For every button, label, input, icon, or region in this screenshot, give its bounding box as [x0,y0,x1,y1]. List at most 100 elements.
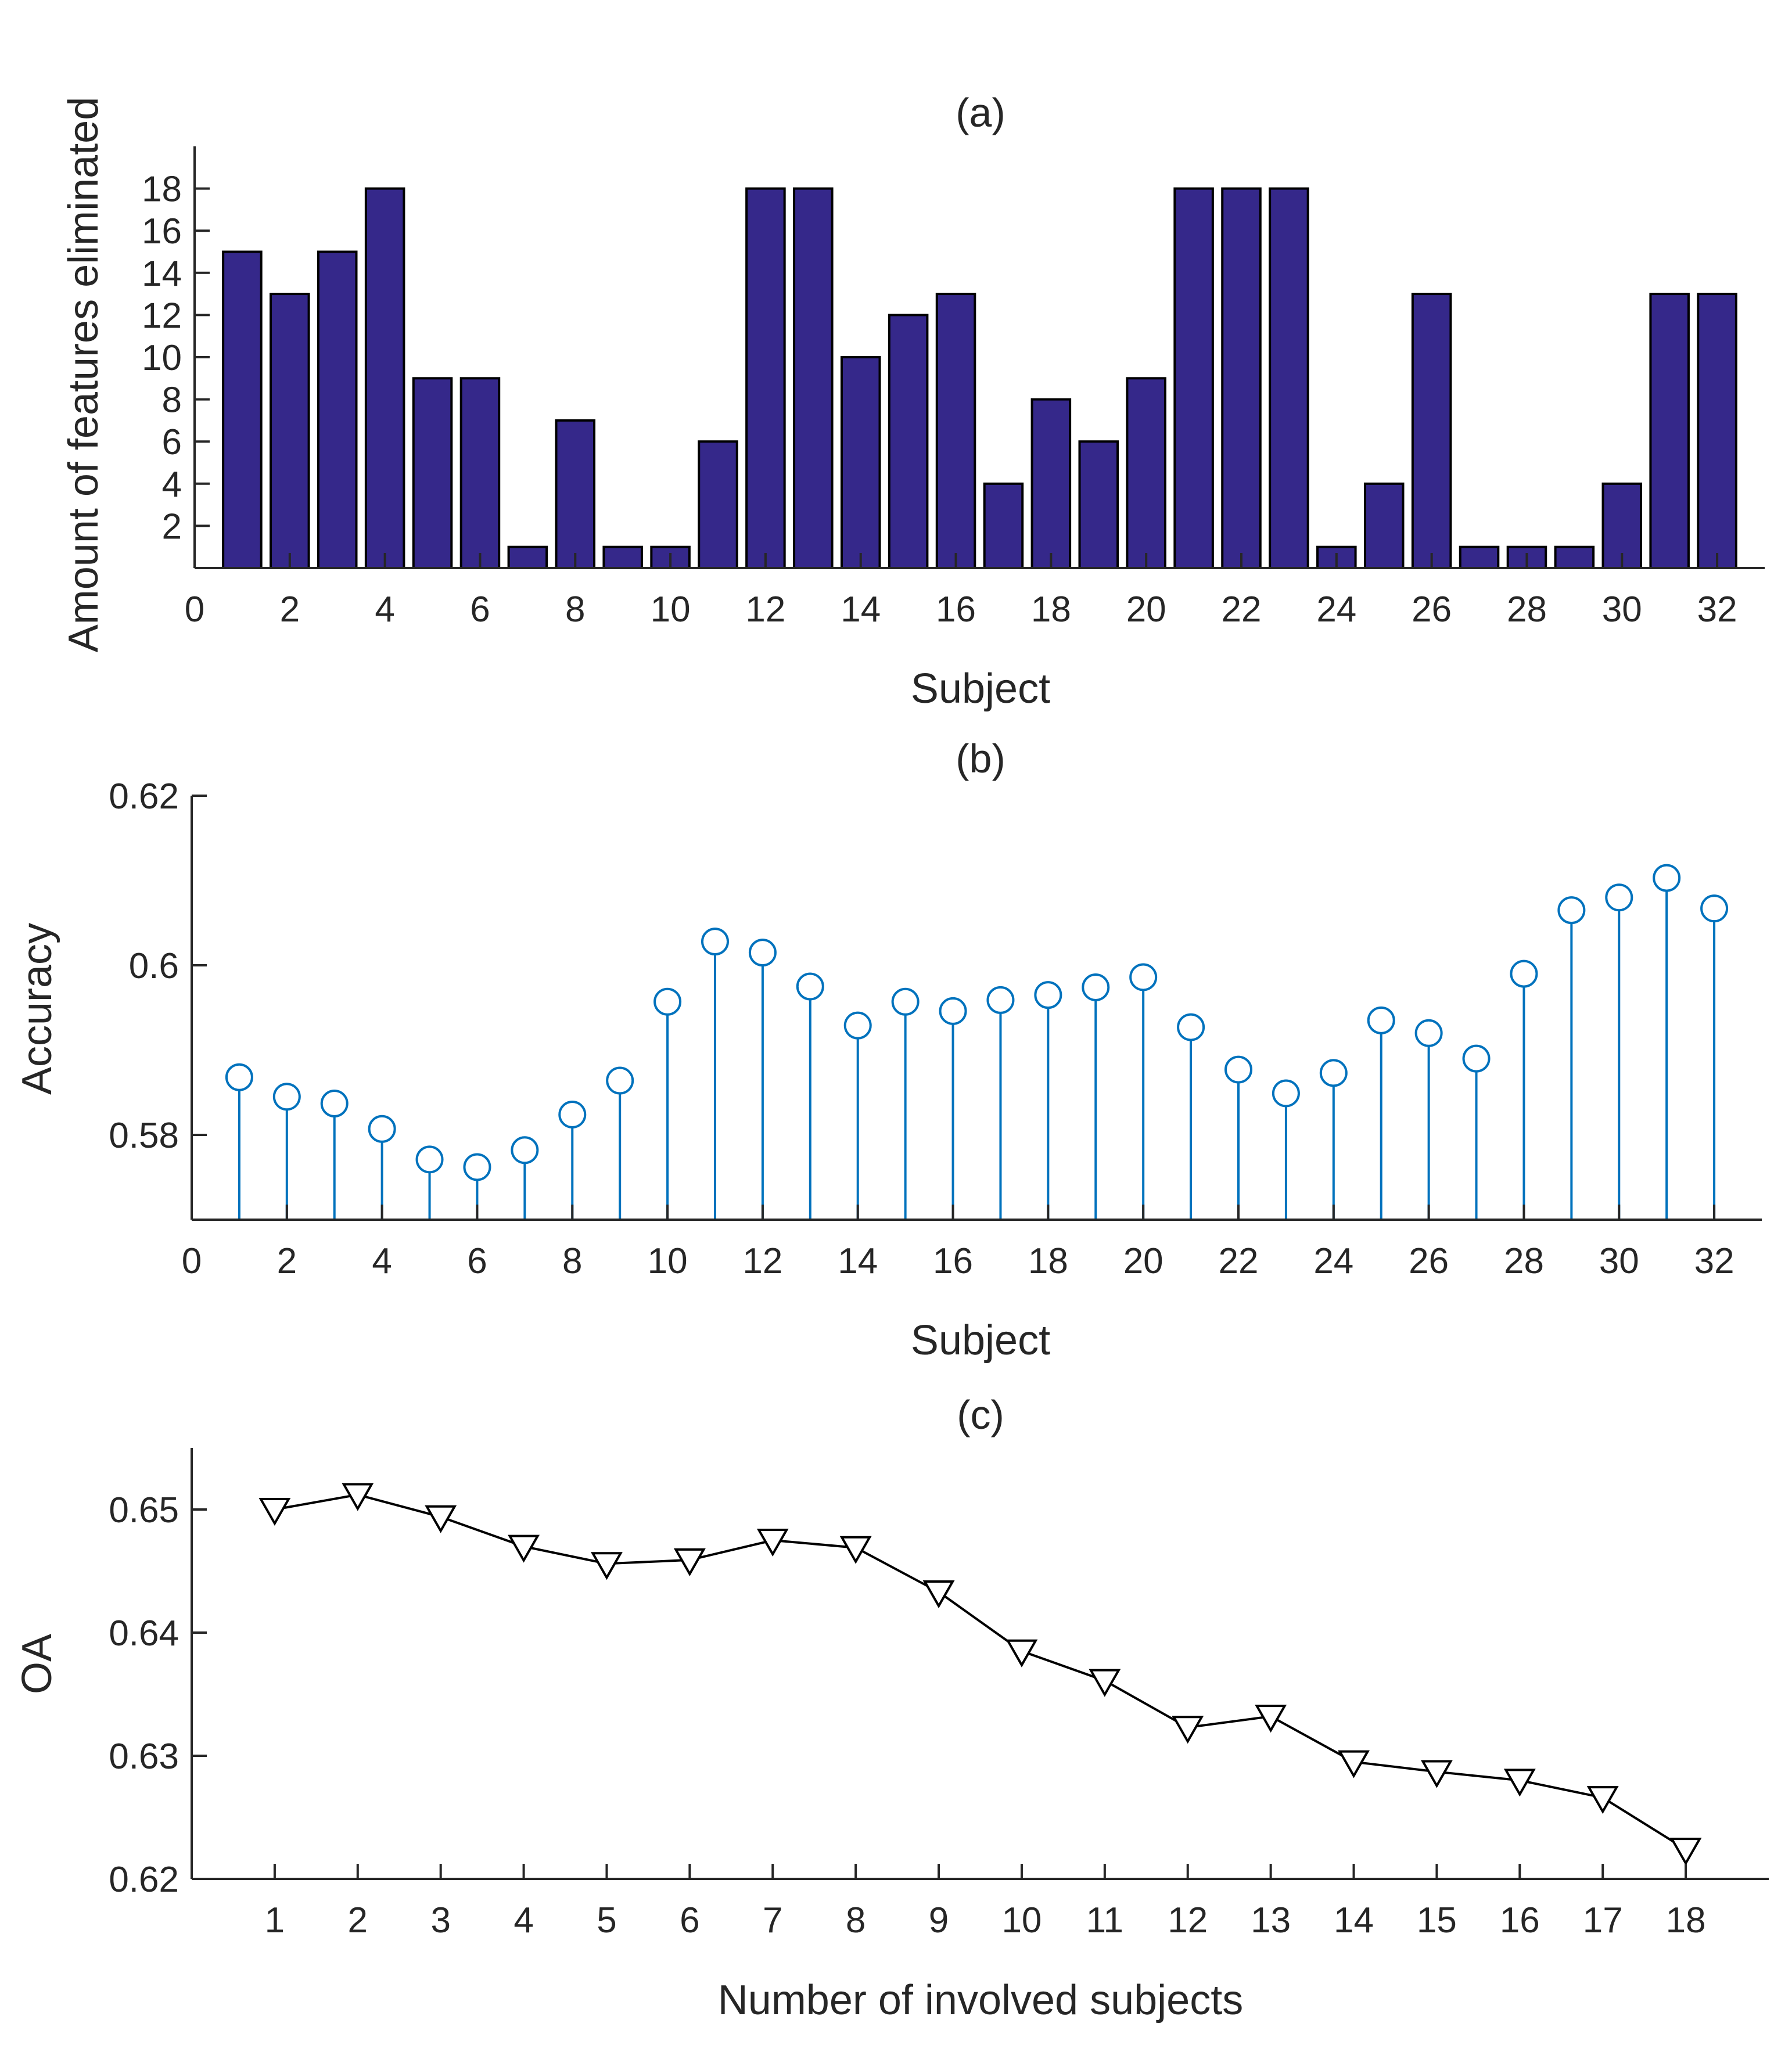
stem-marker-subject-21 [1177,1013,1205,1041]
panel-b-x-tick-label: 4 [372,1241,392,1281]
panel-c-x-tick-label: 11 [1086,1900,1123,1940]
stem-marker-subject-5 [415,1145,444,1174]
panel-c-x-tick-label: 16 [1500,1900,1540,1940]
panel-b-ylabel: Accuracy [14,923,60,1095]
bar-subject-12 [745,187,786,570]
bar-subject-22 [1221,187,1262,570]
panel-b-y-tick-label: 0.6 [129,946,179,986]
oa-marker-7 [756,1529,789,1557]
panel-c-y-tick-label: 0.63 [109,1737,179,1777]
stem-marker-subject-13 [796,972,824,1001]
panel-a-x-tick-label: 22 [1222,590,1262,630]
panel-c-title: (c) [957,1392,1004,1437]
panel-a-x-tick-label: 24 [1316,590,1356,630]
bar-subject-6 [459,377,501,569]
stem-marker-subject-2 [272,1083,301,1111]
panel-a-y-tick-label: 8 [162,380,182,420]
panel-c-x-tick-label: 10 [1001,1900,1042,1940]
panel-b-x-tick-label: 2 [277,1241,297,1281]
panel-a-ylabel: Amount of features eliminated [60,97,107,653]
panel-a-x-tick-label: 12 [745,590,785,630]
oa-marker-8 [839,1536,872,1564]
panel-b-x-tick-label: 10 [648,1241,688,1281]
stem-marker-subject-32 [1700,894,1729,923]
oa-marker-1 [258,1498,291,1526]
bar-subject-21 [1173,187,1214,570]
oa-marker-13 [1255,1705,1287,1733]
bar-subject-9 [602,545,643,570]
panel-b-stems [225,864,1729,1220]
stem-marker-subject-10 [653,987,682,1016]
oa-marker-15 [1420,1760,1453,1788]
stem-marker-subject-16 [939,997,967,1025]
panel-a-y-tick-label: 4 [162,465,182,505]
stem-marker-subject-6 [463,1153,491,1181]
panel-a-x-tick-label: 8 [565,590,585,630]
panel-a-y-tick-label: 6 [162,422,182,462]
stem-marker-subject-12 [748,939,777,967]
stem-marker-subject-28 [1510,959,1538,988]
bar-subject-17 [983,482,1024,569]
panel-a-axes: 0 2 4 6 8 10 12 14 16 18 20 22 24 26 28 30 3224681012141… [142,146,1765,630]
stem-marker-subject-15 [891,987,920,1016]
stem-marker-subject-11 [701,928,729,956]
panel-a-y-tick-label: 14 [142,254,182,294]
bar-subject-20 [1126,377,1166,569]
bar-subject-11 [698,440,738,570]
panel-a-y-tick-label: 12 [142,296,182,336]
bar-subject-7 [507,545,548,570]
panel-c-ylabel: OA [14,1634,60,1694]
oa-marker-2 [342,1483,374,1511]
panel-b-x-tick-label: 26 [1409,1241,1449,1281]
panel-b-x-tick-label: 30 [1599,1241,1639,1281]
panel-a-x-tick-label: 10 [651,590,691,630]
panel-b-x-tick-label: 0 [182,1241,202,1281]
panel-c-x-tick-label: 18 [1666,1900,1706,1940]
stem-marker-subject-4 [368,1115,396,1143]
oa-marker-5 [591,1552,623,1580]
panel-c-x-tick-label: 1 [265,1900,285,1940]
stem-marker-subject-8 [558,1100,587,1128]
oa-marker-10 [1005,1639,1038,1667]
panel-a-x-tick-label: 32 [1697,590,1737,630]
stem-marker-subject-22 [1224,1055,1252,1084]
panel-a-y-tick-label: 2 [162,506,182,547]
panel-c-x-tick-label: 2 [348,1900,368,1940]
panel-b-stem-chart: (b) Subject Accuracy 0 2 4 6 8 10 12 14 16 18 20 22… [14,736,1762,1364]
panel-b-x-tick-label: 20 [1123,1241,1163,1281]
bar-subject-32 [1697,293,1737,569]
oa-marker-12 [1172,1716,1204,1744]
panel-b-x-tick-label: 16 [933,1241,973,1281]
panel-a-y-tick-label: 16 [142,211,182,251]
stem-marker-subject-7 [511,1136,539,1165]
stem-marker-subject-17 [986,986,1015,1014]
panel-a-bar-chart: (a) Subject Amount of features eliminate… [60,90,1765,712]
panel-b-y-tick-label: 0.62 [109,777,179,817]
panel-b-x-tick-label: 24 [1313,1241,1353,1281]
panel-c-y-tick-label: 0.64 [109,1613,179,1654]
stem-marker-subject-18 [1034,981,1062,1009]
stem-marker-subject-19 [1082,973,1110,1001]
oa-marker-6 [673,1548,706,1576]
panel-a-x-tick-label: 2 [280,590,300,630]
panel-a-x-tick-label: 30 [1602,590,1642,630]
stem-marker-subject-31 [1653,864,1681,892]
panel-c-axes: 1 2 3 4 5 6 7 8 9 10 11 12 13 14 15 16 17 180.620.630.640… [109,1448,1769,1940]
bar-subject-31 [1649,293,1690,569]
bar-subject-13 [793,187,834,570]
panel-c-xlabel: Number of involved subjects [718,1977,1243,2024]
stem-marker-subject-27 [1462,1044,1491,1073]
stem-marker-subject-3 [320,1089,349,1117]
panel-b-x-tick-label: 32 [1694,1241,1734,1281]
bar-subject-15 [888,314,929,570]
bar-subject-23 [1269,187,1309,570]
panel-c-x-tick-label: 13 [1251,1900,1291,1940]
bar-subject-2 [270,293,310,569]
bar-subject-14 [840,356,881,569]
panel-b-title: (b) [956,736,1005,781]
stem-marker-subject-20 [1129,963,1158,991]
panel-c-x-tick-label: 5 [597,1900,616,1940]
panel-a-x-tick-label: 20 [1126,590,1166,630]
